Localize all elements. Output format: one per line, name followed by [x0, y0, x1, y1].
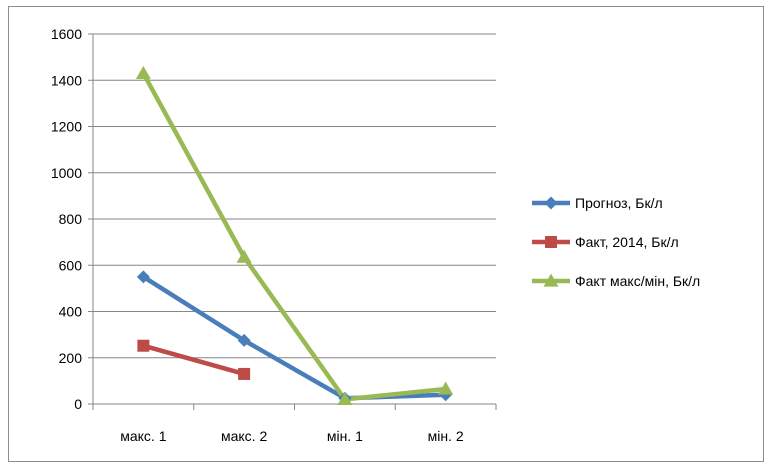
data-point-series-3 [438, 381, 454, 395]
y-tick-label: 1400 [51, 72, 82, 88]
legend-label: Факт, 2014, Бк/л [575, 234, 679, 250]
y-tick-label: 1000 [51, 165, 82, 181]
y-tick-label: 600 [59, 257, 83, 273]
legend: Прогноз, Бк/л Факт, 2014, Бк/л Факт макс/м… [532, 195, 700, 289]
y-tick-label: 200 [59, 350, 83, 366]
series-line-3 [141, 71, 448, 402]
data-point-series-2 [238, 367, 251, 380]
legend-label: Прогноз, Бк/л [575, 195, 663, 211]
x-tick-label: макс. 1 [120, 428, 166, 444]
data-point-series-2 [137, 339, 150, 352]
series-layer [135, 65, 454, 405]
legend-marker [545, 236, 557, 248]
legend-label: Факт макс/мін, Бк/л [575, 273, 700, 289]
x-tick-label: макс. 2 [221, 428, 267, 444]
data-point-series-3 [337, 391, 353, 405]
axes [88, 33, 497, 410]
data-point-series-3 [236, 249, 252, 263]
x-tick-label: мін. 2 [428, 428, 464, 444]
y-tick-label: 1200 [51, 119, 82, 135]
data-point-series-1 [237, 333, 251, 347]
y-tick-label: 1600 [51, 26, 82, 42]
legend-marker [544, 196, 558, 210]
y-tick-label: 0 [74, 396, 82, 412]
series-line-2 [141, 343, 247, 377]
y-tick-label: 400 [59, 304, 83, 320]
gridlines [93, 33, 496, 359]
x-axis-ticks: макс. 1 макс. 2 мін. 1 мін. 2 [120, 428, 464, 444]
y-axis-ticks: 0 200 400 600 800 1000 1200 1400 1600 [51, 26, 82, 412]
legend-marker [543, 273, 559, 287]
series-line-1 [141, 274, 448, 401]
y-tick-label: 800 [59, 211, 83, 227]
chart-frame [8, 6, 764, 462]
data-point-series-1 [136, 270, 150, 284]
data-point-series-3 [135, 65, 151, 79]
x-tick-label: мін. 1 [327, 428, 363, 444]
